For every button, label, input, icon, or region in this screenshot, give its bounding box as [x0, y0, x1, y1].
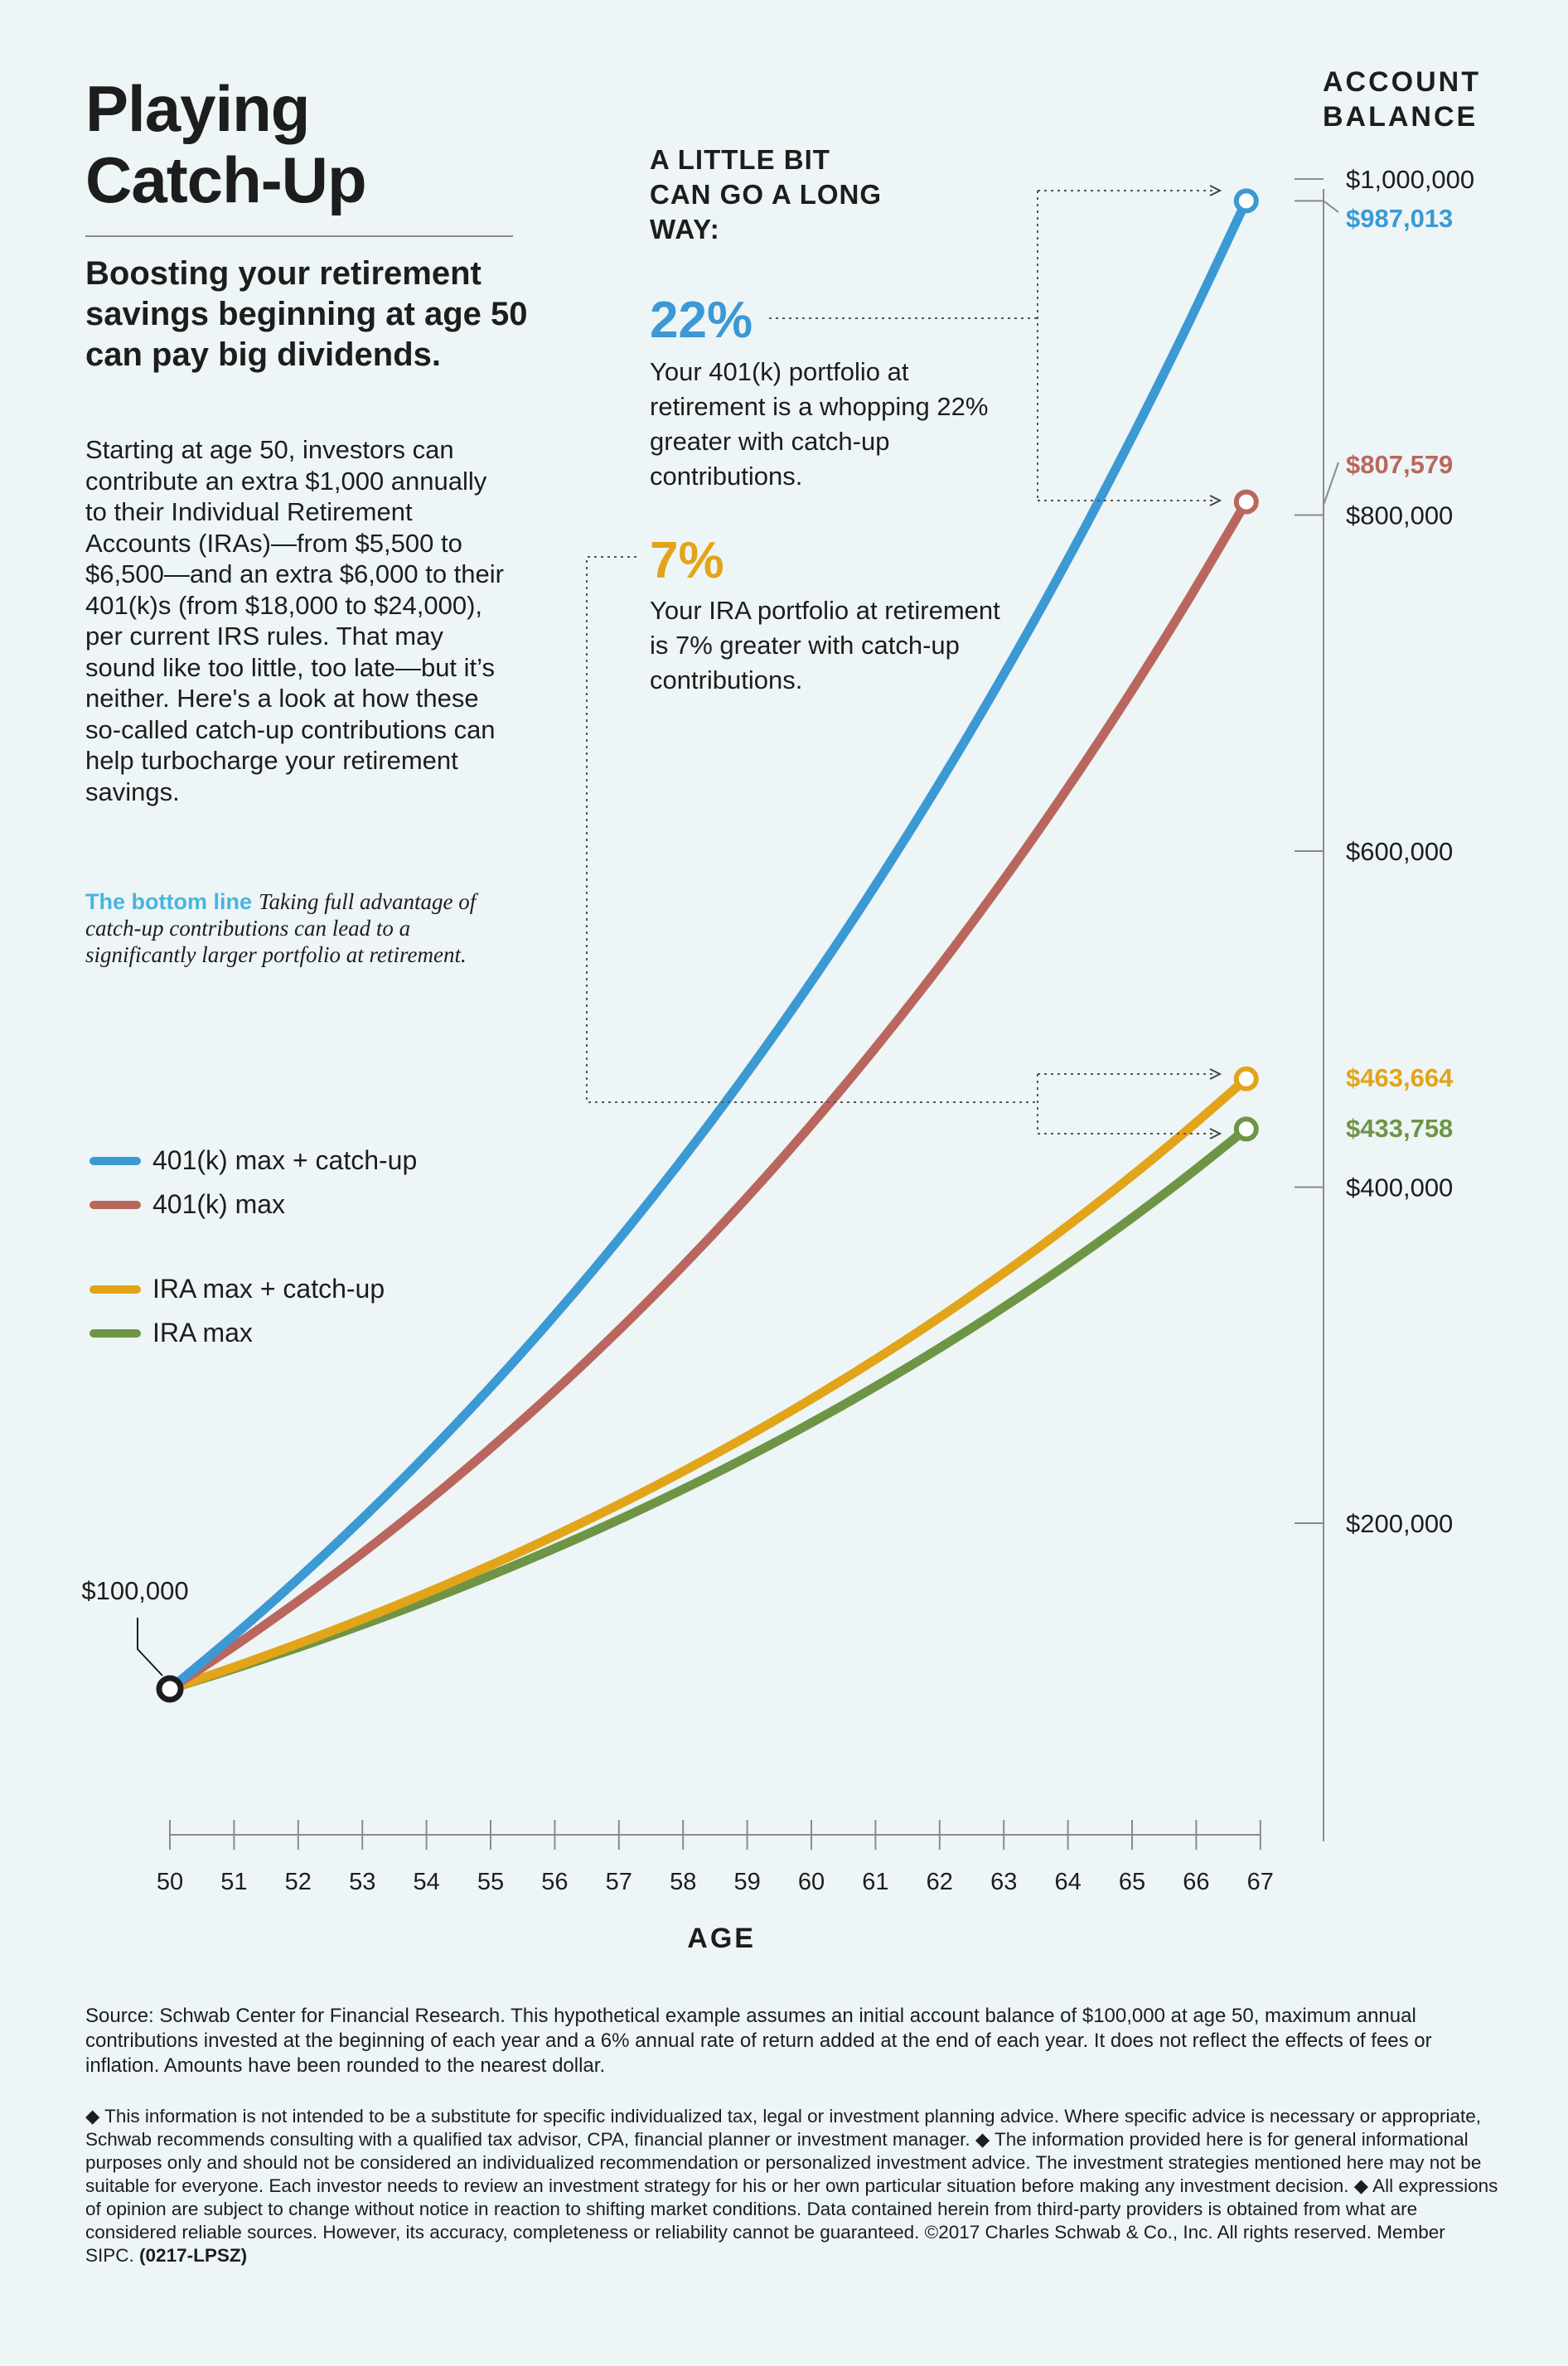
- series-line: [165, 1074, 1251, 1694]
- legend-label: 401(k) max: [152, 1189, 286, 1219]
- callout-arrow: [1209, 495, 1222, 506]
- series-end-marker: [1233, 489, 1259, 515]
- legend-swatch: [90, 1157, 141, 1165]
- x-tick-label: 52: [285, 1869, 312, 1895]
- start-value-label: $100,000: [81, 1576, 188, 1605]
- x-tick-label: 60: [798, 1869, 825, 1895]
- start-marker: [156, 1675, 184, 1703]
- x-tick-label: 65: [1119, 1869, 1145, 1895]
- callout-ira-percent: 7%: [650, 532, 724, 589]
- callout-arrow: [1209, 1068, 1222, 1080]
- x-tick-label: 54: [413, 1869, 439, 1895]
- series-end-marker: [1233, 1116, 1259, 1142]
- intro-paragraph: Starting at age 50, investors can contri…: [85, 435, 504, 806]
- disclaimer-code: (0217-LPSZ): [139, 2245, 248, 2266]
- series-end-marker: [1233, 188, 1259, 214]
- line-chart: $200,000 $400,000 $600,000 $800,000 $1,000,0…: [81, 165, 1474, 1954]
- x-tick-label: 63: [990, 1869, 1017, 1895]
- series-end-label: $807,579: [1346, 450, 1453, 479]
- end-label-leader: [1295, 200, 1339, 213]
- y-tick-label: $1,000,000: [1346, 165, 1474, 194]
- bottom-line-note: The bottom line Taking full advantage of …: [85, 888, 516, 968]
- callout-ira-text: Your IRA portfolio at retirement is 7% g…: [650, 596, 1000, 694]
- series-end-label: $987,013: [1346, 204, 1453, 233]
- series-end-label: $433,758: [1346, 1114, 1453, 1143]
- x-axis-title: AGE: [687, 1923, 756, 1954]
- x-tick-label: 55: [477, 1869, 504, 1895]
- subtitle: Boosting your retirement savings beginni…: [85, 255, 528, 373]
- callout-arrow: [1209, 1128, 1222, 1139]
- x-tick-label: 51: [220, 1869, 247, 1895]
- legend-swatch: [90, 1329, 141, 1338]
- series-line: [165, 497, 1251, 1694]
- x-tick-label: 53: [349, 1869, 375, 1895]
- x-tick-label: 56: [541, 1869, 568, 1895]
- bottom-line-text: Taking full advantage of catch-up contri…: [85, 889, 477, 967]
- series-end-label: $463,664: [1346, 1063, 1454, 1092]
- x-tick-label: 58: [670, 1869, 696, 1895]
- callout-401k-text: Your 401(k) portfolio at retirement is a…: [650, 357, 989, 491]
- callout-arrow: [1209, 185, 1222, 196]
- x-tick-label: 66: [1183, 1869, 1209, 1895]
- y-tick-label: $200,000: [1346, 1509, 1453, 1538]
- callout-heading: A LITTLE BIT CAN GO A LONG WAY:: [650, 144, 883, 244]
- start-leader-line: [137, 1618, 163, 1677]
- x-tick-label: 57: [606, 1869, 632, 1895]
- end-label-leader: [1323, 462, 1339, 506]
- legend-swatch: [90, 1201, 141, 1209]
- title-divider: [85, 235, 513, 237]
- x-tick-label: 67: [1247, 1869, 1274, 1895]
- x-tick-label: 59: [733, 1869, 760, 1895]
- series-line: [165, 196, 1251, 1694]
- x-tick-label: 61: [862, 1869, 888, 1895]
- y-tick-label: $400,000: [1346, 1173, 1453, 1202]
- y-tick-label: $600,000: [1346, 837, 1453, 866]
- disclaimer-text: ◆ This information is not intended to be…: [85, 2106, 1498, 2266]
- callout-401k-percent: 22%: [650, 292, 753, 349]
- page-title: Playing Catch-Up: [85, 72, 367, 216]
- legend-label: 401(k) max + catch-up: [152, 1145, 418, 1175]
- legend-swatch: [90, 1285, 141, 1294]
- legend-label: IRA max: [152, 1318, 253, 1348]
- legend-label: IRA max + catch-up: [152, 1274, 385, 1304]
- disclaimer: ◆ This information is not intended to be…: [85, 2105, 1498, 2267]
- callout-401k-connector: [769, 190, 1215, 501]
- source-note: Source: Schwab Center for Financial Rese…: [85, 2005, 1432, 2077]
- y-tick-label: $800,000: [1346, 501, 1453, 530]
- bottom-line-label: The bottom line: [85, 889, 252, 914]
- series-end-marker: [1233, 1066, 1259, 1091]
- x-tick-label: 62: [927, 1869, 953, 1895]
- x-tick-label: 50: [157, 1869, 183, 1895]
- x-tick-label: 64: [1054, 1869, 1081, 1895]
- series-line: [165, 1124, 1251, 1694]
- y-axis-title: ACCOUNT BALANCE: [1323, 66, 1481, 133]
